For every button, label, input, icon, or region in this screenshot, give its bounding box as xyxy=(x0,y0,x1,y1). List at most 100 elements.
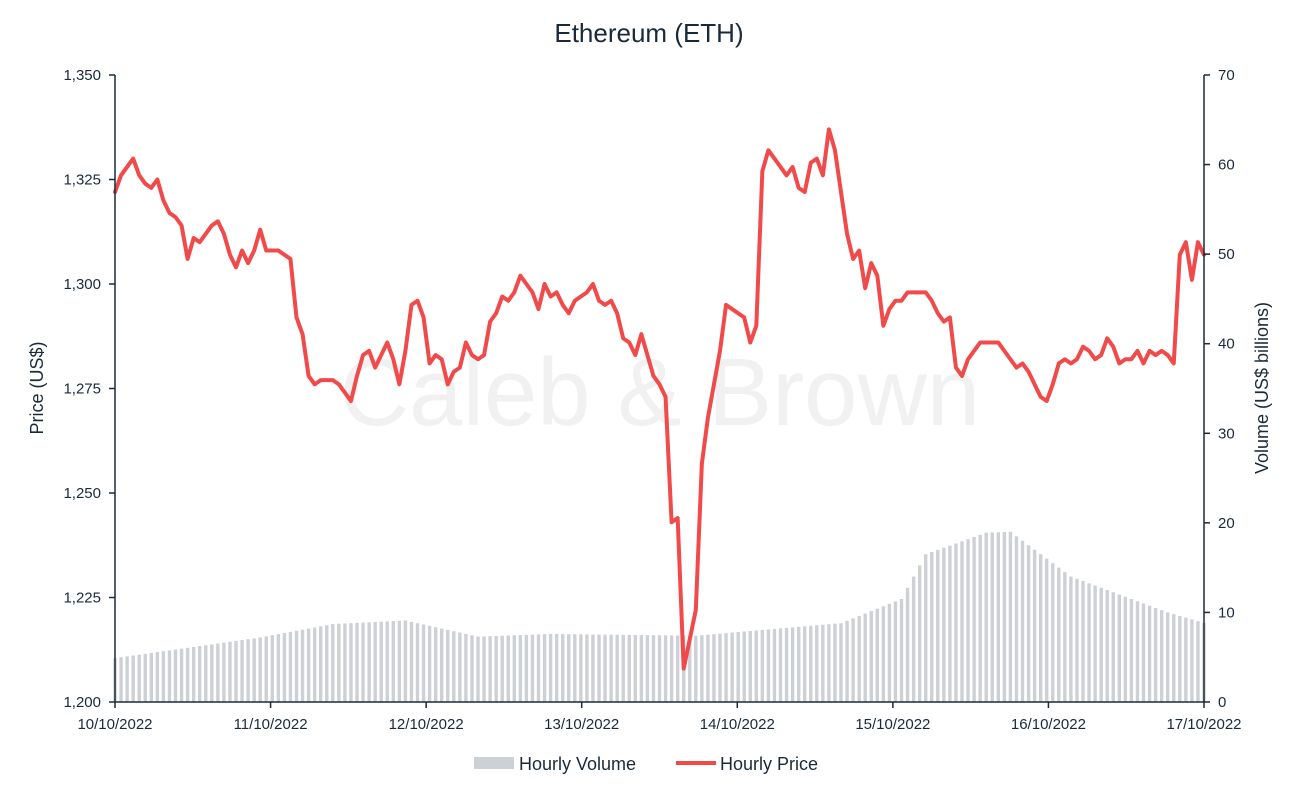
volume-bar xyxy=(1069,576,1073,702)
volume-bar xyxy=(1038,554,1043,702)
volume-bar xyxy=(216,643,220,702)
volume-bar xyxy=(415,623,420,702)
right-axis-title: Volume (US$ billions) xyxy=(1252,302,1272,474)
axes: 1,200 1,225 1,250 1,275 1,300 1,325 1,350 0 10 20… xyxy=(63,67,1241,733)
volume-bar xyxy=(1008,531,1013,702)
volume-bar xyxy=(930,552,934,702)
volume-bar xyxy=(300,629,305,702)
volume-bar xyxy=(1184,617,1188,702)
left-tick-label: 1,300 xyxy=(63,276,101,293)
volume-bar xyxy=(222,642,226,702)
volume-bar xyxy=(391,621,395,702)
volume-bar xyxy=(936,549,940,702)
volume-bar xyxy=(312,627,317,702)
volume-bar xyxy=(875,608,879,702)
volume-bar xyxy=(585,634,589,702)
volume-bar xyxy=(198,646,202,702)
volume-bar xyxy=(766,629,771,702)
volume-bar xyxy=(609,634,613,702)
volume-bar xyxy=(482,636,486,702)
volume-bar xyxy=(972,537,976,702)
volume-bar xyxy=(337,623,341,702)
volume-bar xyxy=(131,655,135,702)
volume-bar xyxy=(1063,572,1067,702)
volume-bar xyxy=(1159,610,1164,702)
left-axis-title: Price (US$) xyxy=(27,341,47,434)
volume-bar xyxy=(1045,558,1049,702)
volume-bar xyxy=(542,634,547,702)
volume-bar xyxy=(978,534,982,702)
volume-bar xyxy=(1057,567,1061,702)
volume-bar xyxy=(1020,540,1025,702)
volume-bar xyxy=(657,635,662,702)
volume-bar xyxy=(506,635,510,702)
volume-bar xyxy=(887,603,892,702)
volume-bar xyxy=(440,628,444,702)
volume-bar xyxy=(597,634,601,702)
volume-bar xyxy=(173,649,178,702)
volume-bar xyxy=(494,635,498,702)
volume-bar xyxy=(155,652,160,702)
x-tick-label: 12/10/2022 xyxy=(389,716,464,733)
right-tick-label: 50 xyxy=(1218,246,1235,263)
volume-bar xyxy=(839,623,843,702)
volume-bar xyxy=(784,627,789,702)
volume-bar xyxy=(282,633,287,702)
volume-bar xyxy=(815,625,819,702)
volume-bar xyxy=(857,615,861,702)
volume-bar xyxy=(948,545,952,702)
volume-bar xyxy=(917,565,922,702)
volume-bar xyxy=(778,628,783,702)
volume-bar xyxy=(306,628,311,702)
volume-bar xyxy=(827,624,831,702)
volume-bar xyxy=(409,621,414,702)
x-tick-label: 13/10/2022 xyxy=(544,716,619,733)
legend-label-price: Hourly Price xyxy=(720,754,818,774)
volume-bar xyxy=(554,634,559,702)
volume-bar xyxy=(1172,614,1176,702)
volume-bar xyxy=(651,635,656,702)
volume-bar xyxy=(1087,583,1091,702)
right-tick-label: 20 xyxy=(1218,515,1235,532)
volume-bar xyxy=(149,652,153,702)
volume-bar xyxy=(960,541,964,702)
volume-bar xyxy=(688,635,692,702)
volume-bar xyxy=(331,624,335,702)
volume-bar xyxy=(833,623,837,702)
volume-bar xyxy=(966,539,970,702)
volume-bar xyxy=(1178,615,1182,702)
volume-bar xyxy=(573,634,577,702)
left-tick-label: 1,225 xyxy=(63,590,101,607)
volume-bar xyxy=(270,635,274,702)
volume-bar xyxy=(500,635,504,702)
x-tick-label: 11/10/2022 xyxy=(234,716,308,733)
volume-bar xyxy=(1135,601,1140,702)
x-tick-label: 14/10/2022 xyxy=(700,716,775,733)
volume-bar xyxy=(730,632,734,702)
volume-bar xyxy=(548,633,553,702)
volume-bar xyxy=(476,636,480,702)
volume-bar xyxy=(1032,549,1037,702)
right-tick-label: 0 xyxy=(1218,694,1226,711)
volume-bar xyxy=(167,650,172,702)
volume-bar xyxy=(772,628,777,702)
volume-bar xyxy=(633,634,637,702)
volume-bar xyxy=(191,646,196,702)
volume-bar xyxy=(452,631,456,702)
volume-bar xyxy=(288,631,293,702)
volume-bar xyxy=(869,611,873,702)
volume-bar xyxy=(663,635,668,702)
x-tick-label: 10/10/2022 xyxy=(77,716,152,733)
chart-title: Ethereum (ETH) xyxy=(554,18,743,48)
volume-bar xyxy=(851,618,855,702)
volume-bar xyxy=(524,634,529,702)
volume-bar xyxy=(210,644,214,702)
volume-bar xyxy=(1111,592,1115,702)
right-tick-label: 10 xyxy=(1218,604,1235,621)
volume-bar xyxy=(1147,605,1152,702)
volume-bar xyxy=(252,638,256,702)
volume-bar xyxy=(446,629,450,702)
volume-bar xyxy=(1081,581,1085,702)
volume-bar xyxy=(591,634,595,702)
volume-bar xyxy=(1093,585,1097,702)
